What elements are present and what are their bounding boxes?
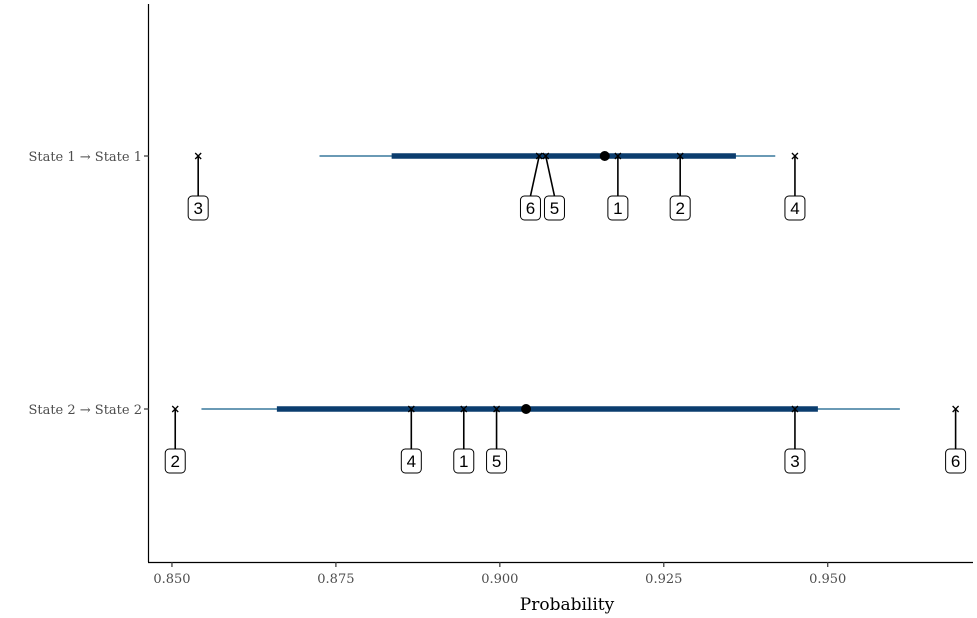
marker-5: 5 bbox=[542, 152, 565, 221]
marker-cross bbox=[407, 405, 415, 413]
marker-4: 4 bbox=[400, 405, 422, 474]
y-category-label: State 1 → State 1 bbox=[28, 150, 142, 165]
point-estimate bbox=[599, 151, 610, 161]
marker-label-box bbox=[543, 195, 565, 221]
y-category-label: State 2 → State 2 bbox=[28, 403, 142, 418]
interval-row: State 2 → State 2 2 4 1 5 3 6 bbox=[28, 403, 967, 474]
marker-label: 4 bbox=[790, 199, 799, 218]
marker-cross bbox=[493, 405, 501, 413]
marker-label: 1 bbox=[459, 452, 468, 471]
x-axis-ticks: 0.850 0.875 0.900 0.925 0.950 bbox=[153, 562, 846, 587]
marker-2: 2 bbox=[669, 152, 691, 221]
marker-5: 5 bbox=[486, 405, 508, 474]
marker-3: 3 bbox=[187, 152, 209, 221]
marker-label-box bbox=[945, 448, 967, 474]
x-tick-label: 0.950 bbox=[809, 572, 846, 587]
x-tick-label: 0.875 bbox=[317, 572, 354, 587]
x-tick-label: 0.900 bbox=[481, 572, 518, 587]
marker-label: 6 bbox=[526, 199, 535, 218]
marker-label-box bbox=[486, 448, 508, 474]
marker-cross bbox=[614, 152, 622, 160]
marker-label: 2 bbox=[170, 452, 179, 471]
marker-cross bbox=[542, 152, 550, 160]
marker-cross bbox=[460, 405, 468, 413]
interval-row: State 1 → State 1 3 6 5 1 2 4 bbox=[28, 150, 806, 221]
marker-cross bbox=[171, 405, 179, 413]
marker-label: 1 bbox=[613, 199, 622, 218]
marker-2: 2 bbox=[164, 405, 186, 474]
marker-6: 6 bbox=[945, 405, 967, 474]
marker-label: 3 bbox=[193, 199, 202, 218]
marker-label-box bbox=[784, 448, 806, 474]
marker-label: 5 bbox=[492, 452, 501, 471]
marker-cross bbox=[676, 152, 684, 160]
marker-leader-line bbox=[529, 155, 540, 197]
marker-4: 4 bbox=[784, 152, 806, 221]
point-estimate bbox=[521, 404, 532, 414]
marker-1: 1 bbox=[607, 152, 629, 221]
marker-1: 1 bbox=[453, 405, 475, 474]
marker-cross bbox=[952, 405, 960, 413]
marker-leader-line bbox=[544, 155, 556, 197]
marker-label-box bbox=[519, 195, 541, 221]
x-tick-label: 0.925 bbox=[645, 572, 682, 587]
marker-label-box bbox=[164, 448, 186, 474]
marker-label-box bbox=[187, 195, 209, 221]
x-tick-label: 0.850 bbox=[153, 572, 190, 587]
marker-label: 5 bbox=[550, 199, 559, 218]
marker-label-box bbox=[400, 448, 422, 474]
marker-cross bbox=[791, 405, 799, 413]
marker-label-box bbox=[607, 195, 629, 221]
marker-cross bbox=[791, 152, 799, 160]
marker-cross bbox=[194, 152, 202, 160]
marker-3: 3 bbox=[784, 405, 806, 474]
marker-label: 4 bbox=[407, 452, 416, 471]
marker-label-box bbox=[669, 195, 691, 221]
marker-label-box bbox=[784, 195, 806, 221]
marker-label: 6 bbox=[951, 452, 960, 471]
marker-label: 3 bbox=[790, 452, 799, 471]
marker-label-box bbox=[453, 448, 475, 474]
marker-cross bbox=[535, 152, 543, 160]
marker-6: 6 bbox=[519, 152, 543, 221]
x-axis-title: Probability bbox=[520, 595, 615, 615]
marker-label: 2 bbox=[675, 199, 684, 218]
